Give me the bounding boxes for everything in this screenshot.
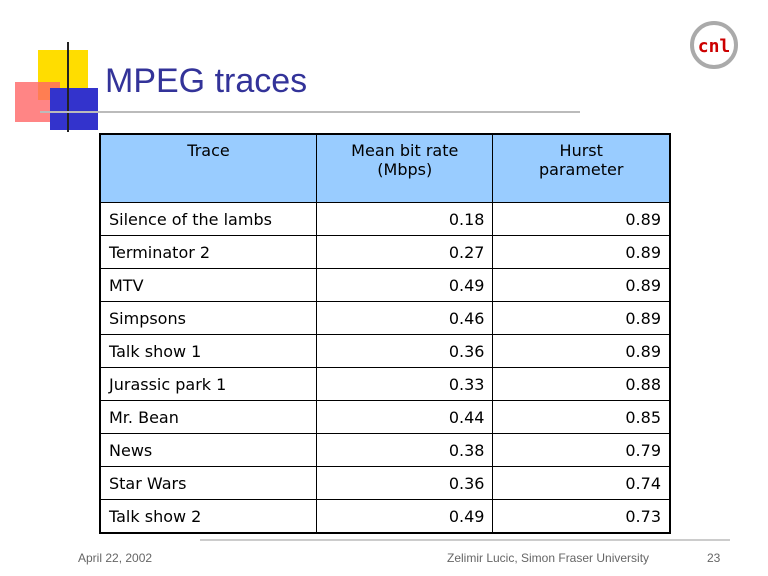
column-header-text: Trace bbox=[187, 141, 230, 160]
table-cell: 0.89 bbox=[492, 235, 671, 269]
logo-ring bbox=[690, 21, 738, 69]
table-cell: 0.38 bbox=[316, 433, 494, 467]
column-header-text: Hurst parameter bbox=[539, 141, 624, 179]
table-cell: 0.89 bbox=[492, 334, 671, 368]
table-cell: 0.89 bbox=[492, 268, 671, 302]
table-row: MTV 0.49 0.89 bbox=[99, 268, 671, 302]
traces-table: Trace Mean bit rate (Mbps) Hurst parameter… bbox=[99, 133, 671, 534]
table-cell: 0.33 bbox=[316, 367, 494, 401]
table-cell: Jurassic park 1 bbox=[99, 367, 318, 401]
table-cell: Talk show 1 bbox=[99, 334, 318, 368]
column-header: Mean bit rate (Mbps) bbox=[316, 133, 494, 203]
table-body: Silence of the lambs 0.18 0.89 Terminator 2… bbox=[99, 202, 671, 534]
column-header: Trace bbox=[99, 133, 318, 203]
table-cell: 0.46 bbox=[316, 301, 494, 335]
table-cell: 0.49 bbox=[316, 268, 494, 302]
table-cell: 0.27 bbox=[316, 235, 494, 269]
table-row: Mr. Bean 0.44 0.85 bbox=[99, 400, 671, 434]
table-row: News 0.38 0.79 bbox=[99, 433, 671, 467]
table-row: Terminator 2 0.27 0.89 bbox=[99, 235, 671, 269]
table-row: Talk show 1 0.36 0.89 bbox=[99, 334, 671, 368]
table-cell: 0.89 bbox=[492, 301, 671, 335]
table-cell: 0.44 bbox=[316, 400, 494, 434]
table-cell: Simpsons bbox=[99, 301, 318, 335]
page-number: 23 bbox=[707, 551, 721, 565]
column-header: Hurst parameter bbox=[492, 133, 671, 203]
logo-text: cnl bbox=[698, 36, 731, 57]
table-cell: 0.89 bbox=[492, 202, 671, 236]
header-row: Trace Mean bit rate (Mbps) Hurst parameter bbox=[99, 133, 671, 203]
table-cell: 0.88 bbox=[492, 367, 671, 401]
blue-square bbox=[50, 88, 98, 130]
footer-author: Zelimir Lucic, Simon Fraser University bbox=[447, 551, 650, 565]
table-cell: MTV bbox=[99, 268, 318, 302]
table-cell: Mr. Bean bbox=[99, 400, 318, 434]
table-cell: 0.85 bbox=[492, 400, 671, 434]
table-cell: 0.18 bbox=[316, 202, 494, 236]
table-cell: 0.73 bbox=[492, 499, 671, 534]
table-row: Talk show 2 0.49 0.73 bbox=[99, 499, 671, 534]
footer-date: April 22, 2002 bbox=[78, 551, 153, 565]
table-cell: Talk show 2 bbox=[99, 499, 318, 534]
table-cell: Silence of the lambs bbox=[99, 202, 318, 236]
table-cell: Terminator 2 bbox=[99, 235, 318, 269]
table-cell: 0.74 bbox=[492, 466, 671, 500]
table-cell: 0.36 bbox=[316, 466, 494, 500]
table-cell: News bbox=[99, 433, 318, 467]
table-cell: 0.49 bbox=[316, 499, 494, 534]
table-cell: Star Wars bbox=[99, 466, 318, 500]
slide-title: MPEG traces bbox=[105, 62, 308, 100]
table-row: Silence of the lambs 0.18 0.89 bbox=[99, 202, 671, 236]
table-cell: 0.79 bbox=[492, 433, 671, 467]
table-cell: 0.36 bbox=[316, 334, 494, 368]
table-row: Simpsons 0.46 0.89 bbox=[99, 301, 671, 335]
table-row: Jurassic park 1 0.33 0.88 bbox=[99, 367, 671, 401]
column-header-text: Mean bit rate (Mbps) bbox=[351, 141, 459, 179]
table-row: Star Wars 0.36 0.74 bbox=[99, 466, 671, 500]
